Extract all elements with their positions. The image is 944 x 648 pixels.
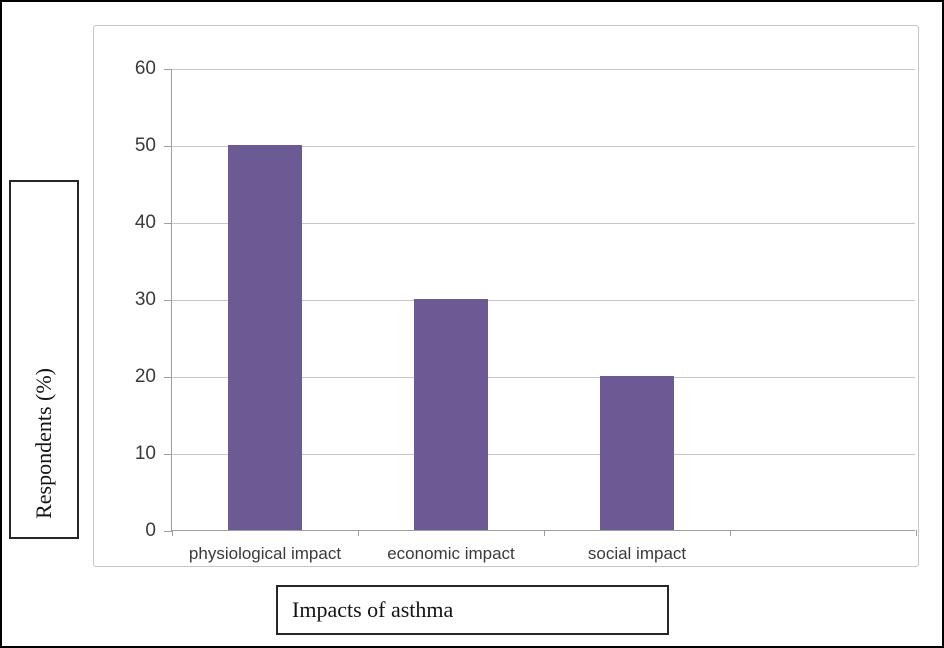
y-tick-mark-30 xyxy=(164,300,172,301)
gridline-y-10 xyxy=(172,454,915,455)
chart-container: 0 10 20 30 40 50 60 physiological impact economi… xyxy=(93,25,919,567)
category-label-economic-impact: economic impact xyxy=(387,544,515,563)
plot-area: 0 10 20 30 40 50 60 physiological impact economi… xyxy=(135,58,917,563)
y-axis-title-box: Respondents (%) xyxy=(9,180,79,539)
y-tick-label-50: 50 xyxy=(134,135,156,156)
y-tick-mark-20 xyxy=(164,377,172,378)
category-label-physiological-impact: physiological impact xyxy=(188,544,342,563)
y-tick-mark-60 xyxy=(164,69,172,70)
bar-social-impact xyxy=(600,376,674,530)
y-tick-label-30: 30 xyxy=(134,289,156,310)
x-tick-mark-0 xyxy=(172,530,173,536)
gridline-y-60 xyxy=(172,69,915,70)
y-tick-mark-10 xyxy=(164,454,172,455)
y-tick-mark-0 xyxy=(164,531,172,532)
category-label-social-impact: social impact xyxy=(587,544,687,563)
gridline-y-50 xyxy=(172,146,915,147)
y-tick-label-10: 10 xyxy=(134,443,156,464)
gridline-y-30 xyxy=(172,300,915,301)
gridline-y-20 xyxy=(172,377,915,378)
x-tick-mark-1 xyxy=(358,530,359,536)
bar-physiological-impact xyxy=(228,145,302,530)
y-tick-label-40: 40 xyxy=(134,212,156,233)
x-tick-mark-4 xyxy=(916,530,917,536)
y-tick-label-20: 20 xyxy=(134,366,156,387)
x-tick-mark-3 xyxy=(730,530,731,536)
y-tick-mark-50 xyxy=(164,146,172,147)
x-tick-mark-2 xyxy=(544,530,545,536)
bar-economic-impact xyxy=(414,299,488,530)
y-tick-label-60: 60 xyxy=(134,58,156,79)
x-axis-title-box: Impacts of asthma xyxy=(276,585,669,635)
gridline-y-40 xyxy=(172,223,915,224)
y-tick-label-0: 0 xyxy=(145,520,156,541)
x-axis-title: Impacts of asthma xyxy=(292,597,454,622)
y-tick-mark-40 xyxy=(164,223,172,224)
y-axis-title: Respondents (%) xyxy=(31,368,56,519)
